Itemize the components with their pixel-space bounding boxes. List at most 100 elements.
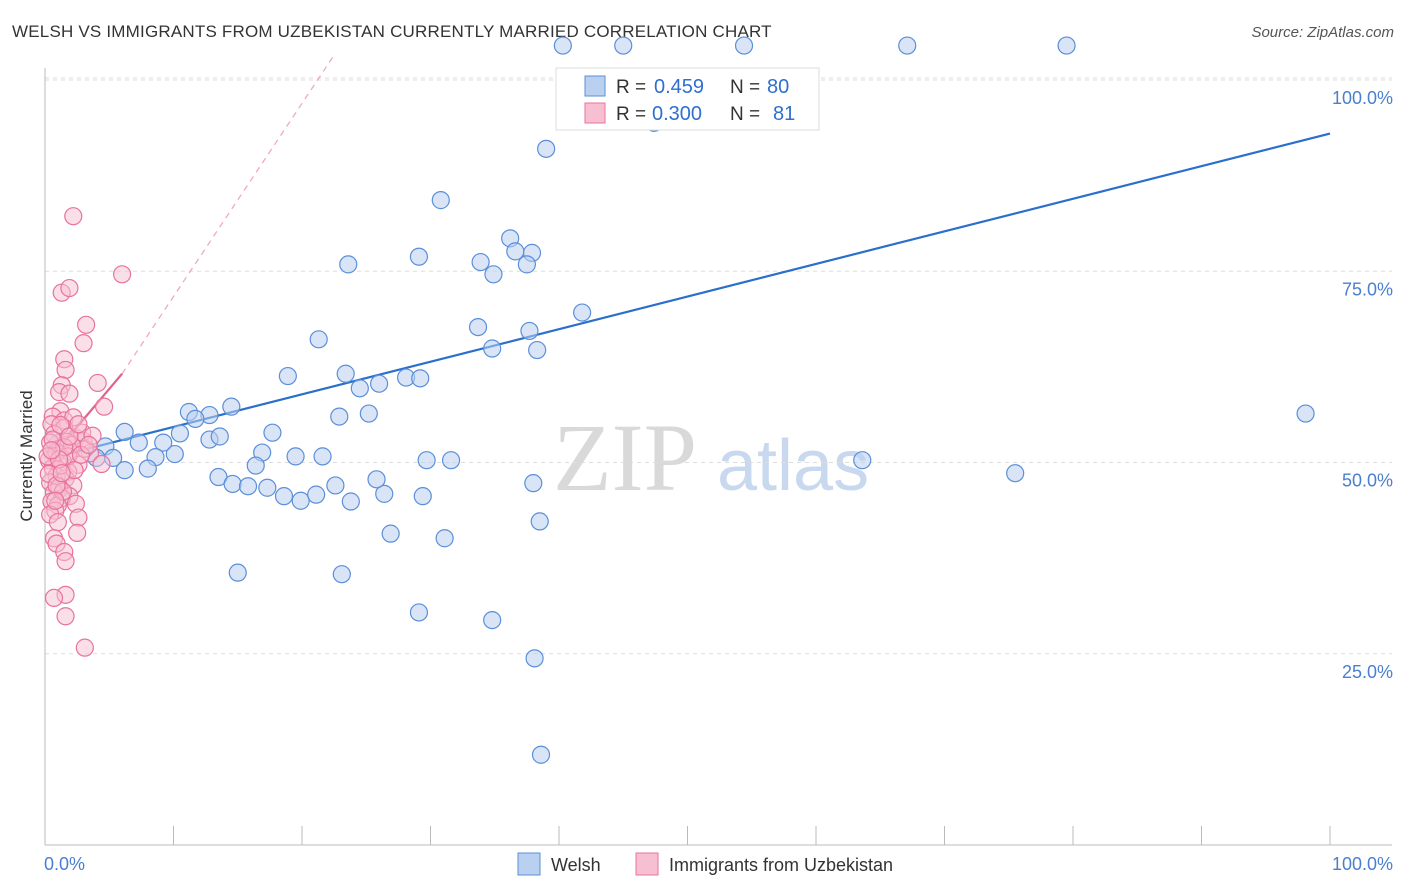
point-welsh-66 — [381, 524, 400, 543]
point-welsh-77 — [853, 451, 872, 470]
point-uzbek-4 — [77, 315, 96, 334]
point-welsh-20 — [528, 340, 547, 360]
point-welsh-17 — [468, 317, 488, 337]
point-welsh-54 — [238, 477, 258, 496]
point-welsh-75 — [409, 603, 429, 622]
legend-n-label-welsh: N = — [730, 77, 760, 98]
legend-r-value-welsh: 0.459 — [654, 76, 704, 98]
point-uzbek-3 — [60, 278, 79, 298]
point-welsh-9 — [339, 255, 358, 274]
point-uzbek-7 — [56, 360, 75, 380]
point-welsh-72 — [530, 512, 549, 531]
point-uzbek-75 — [42, 441, 61, 460]
y-tick-label-50: 50.0% — [1342, 471, 1393, 491]
data-points — [38, 36, 1315, 764]
point-uzbek-55 — [44, 588, 64, 608]
point-uzbek-1 — [112, 265, 132, 284]
point-welsh-78 — [1296, 404, 1315, 423]
point-welsh-67 — [435, 529, 454, 548]
point-welsh-42 — [313, 447, 332, 466]
point-welsh-31 — [170, 424, 190, 443]
point-uzbek-78 — [46, 491, 65, 510]
legend-n-value-uzbek: 81 — [773, 103, 795, 125]
point-welsh-51 — [115, 461, 134, 480]
point-welsh-24 — [278, 366, 297, 386]
legend-n-value-welsh: 80 — [767, 76, 789, 98]
point-welsh-61 — [375, 484, 394, 503]
point-welsh-59 — [307, 485, 326, 504]
point-welsh-6 — [537, 139, 556, 158]
legend-swatch-welsh — [584, 75, 606, 97]
point-welsh-37 — [222, 397, 241, 416]
chart-source: Source: ZipAtlas.com — [1251, 24, 1394, 41]
point-welsh-64 — [441, 451, 461, 470]
point-uzbek-77 — [69, 415, 88, 434]
point-welsh-12 — [484, 265, 503, 284]
watermark-atlas: atlas — [717, 426, 869, 506]
point-welsh-68 — [483, 610, 502, 630]
point-welsh-1 — [614, 36, 633, 55]
y-tick-label-100: 100.0% — [1332, 88, 1393, 108]
point-welsh-40 — [246, 456, 265, 475]
point-welsh-15 — [517, 255, 536, 274]
point-welsh-23 — [336, 364, 355, 383]
point-welsh-4 — [1057, 36, 1076, 55]
legend-r-label-welsh: R = — [616, 77, 646, 98]
point-welsh-69 — [525, 649, 544, 668]
legend-r-value-uzbek: 0.300 — [652, 103, 702, 125]
point-uzbek-56 — [56, 607, 75, 626]
point-welsh-58 — [326, 476, 345, 495]
point-welsh-27 — [330, 407, 349, 426]
point-welsh-29 — [359, 404, 378, 423]
point-welsh-41 — [286, 447, 305, 466]
point-welsh-38 — [263, 423, 282, 442]
bottom-legend-swatch-uzbek — [635, 852, 659, 876]
point-welsh-70 — [531, 745, 551, 764]
legend-swatch-uzbek — [584, 102, 606, 124]
stats-legend: R = 0.459 N = 80 R = 0.300 N = 81 — [555, 67, 820, 131]
point-uzbek-49 — [68, 523, 87, 542]
gridlines — [45, 77, 1392, 655]
point-welsh-71 — [524, 474, 543, 493]
watermark-zip: ZIP — [553, 404, 697, 511]
point-welsh-62 — [417, 451, 436, 470]
point-welsh-35 — [165, 444, 184, 464]
x-tick-label-min: 0.0% — [44, 854, 85, 874]
point-uzbek-5 — [74, 334, 93, 353]
point-welsh-2 — [734, 36, 754, 55]
point-welsh-52 — [138, 459, 157, 478]
chart-title: WELSH VS IMMIGRANTS FROM UZBEKISTAN CURR… — [12, 22, 772, 41]
point-uzbek-76 — [60, 427, 79, 446]
point-welsh-74 — [332, 565, 351, 584]
series-legend: Welsh Immigrants from Uzbekistan — [517, 852, 893, 876]
y-tick-label-25: 25.0% — [1342, 662, 1393, 682]
point-welsh-56 — [274, 487, 294, 506]
point-welsh-19 — [483, 339, 502, 358]
point-welsh-36 — [210, 427, 229, 446]
point-welsh-63 — [367, 470, 386, 489]
point-uzbek-57 — [75, 638, 94, 657]
point-uzbek-11 — [60, 384, 79, 403]
point-uzbek-33 — [92, 454, 111, 474]
point-welsh-16 — [520, 321, 539, 341]
point-welsh-28 — [411, 369, 430, 388]
point-uzbek-79 — [79, 435, 98, 455]
trend-line-welsh — [51, 132, 1331, 459]
point-welsh-60 — [341, 492, 360, 511]
point-welsh-25 — [350, 379, 369, 398]
point-welsh-47 — [115, 422, 134, 441]
point-welsh-3 — [898, 36, 917, 55]
point-welsh-46 — [129, 433, 148, 452]
point-welsh-76 — [1006, 464, 1025, 483]
point-uzbek-47 — [69, 508, 88, 527]
point-uzbek-12 — [95, 397, 114, 416]
legend-r-label-uzbek: R = — [616, 104, 646, 125]
bottom-legend-label-welsh: Welsh — [551, 855, 601, 875]
point-welsh-57 — [291, 491, 310, 510]
point-welsh-7 — [431, 191, 450, 210]
point-welsh-18 — [573, 303, 592, 322]
point-welsh-21 — [309, 330, 328, 349]
point-welsh-55 — [258, 478, 277, 497]
point-welsh-26 — [370, 374, 389, 393]
